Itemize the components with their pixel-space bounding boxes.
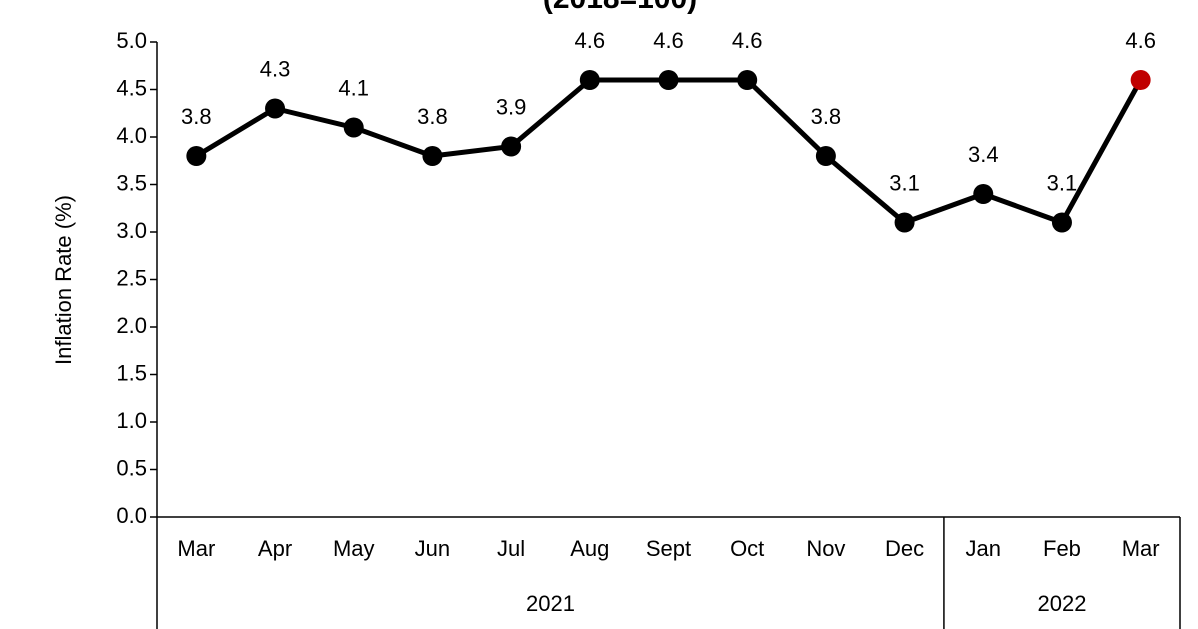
y-tick-label: 1.0	[116, 408, 147, 433]
line	[195, 77, 1143, 225]
x-tick-label: Jan	[966, 536, 1001, 561]
marker	[265, 98, 286, 119]
marker	[973, 184, 994, 204]
y-tick-label: 2.0	[116, 313, 147, 338]
y-tick-label: 3.5	[116, 170, 147, 195]
x-tick-label: Oct	[730, 536, 764, 561]
data-label: 3.4	[968, 142, 999, 167]
x-tick-label: Jul	[497, 536, 525, 561]
y-tick-label: 5.0	[116, 28, 147, 53]
marker	[579, 70, 600, 90]
data-label: 3.1	[889, 170, 920, 195]
x-tick-label: Jun	[415, 536, 450, 561]
data-label: 3.8	[181, 104, 212, 129]
marker	[658, 70, 679, 90]
data-label: 4.6	[575, 28, 606, 53]
y-axis-title: Inflation Rate (%)	[51, 195, 76, 365]
chart-title: (2018=100)	[543, 0, 697, 15]
marker	[737, 70, 758, 90]
x-tick-label: Dec	[885, 536, 924, 561]
x-tick-label: Mar	[177, 536, 215, 561]
data-label: 3.1	[1047, 170, 1078, 195]
marker	[1130, 70, 1151, 90]
x-tick-label: Sept	[646, 536, 691, 561]
data-label: 3.8	[811, 104, 842, 129]
marker	[186, 146, 207, 166]
x-tick-label: Feb	[1043, 536, 1081, 561]
data-label: 3.8	[417, 104, 448, 129]
data-label: 4.6	[732, 28, 763, 53]
x-tick-label: Apr	[258, 536, 292, 561]
marker	[894, 212, 915, 233]
marker	[501, 136, 522, 157]
y-tick-label: 0.5	[116, 455, 147, 480]
data-label: 4.3	[260, 56, 291, 81]
y-tick-label: 3.0	[116, 218, 147, 243]
group-label: 2022	[1037, 591, 1086, 616]
data-label: 4.1	[338, 75, 369, 100]
y-tick-label: 2.5	[116, 265, 147, 290]
y-tick-label: 4.5	[116, 75, 147, 100]
data-label: 4.6	[653, 28, 684, 53]
y-tick-label: 1.5	[116, 360, 147, 385]
data-label: 3.9	[496, 94, 527, 119]
marker	[815, 146, 836, 166]
x-tick-label: Aug	[570, 536, 609, 561]
x-tick-label: Mar	[1122, 536, 1160, 561]
x-tick-label: Nov	[806, 536, 845, 561]
y-tick-label: 4.0	[116, 123, 147, 148]
x-tick-label: May	[333, 536, 375, 561]
marker	[1051, 212, 1072, 233]
marker	[422, 146, 443, 166]
data-label: 4.6	[1125, 28, 1156, 53]
group-label: 2021	[526, 591, 575, 616]
y-tick-label: 0.0	[116, 503, 147, 528]
marker	[343, 117, 364, 138]
